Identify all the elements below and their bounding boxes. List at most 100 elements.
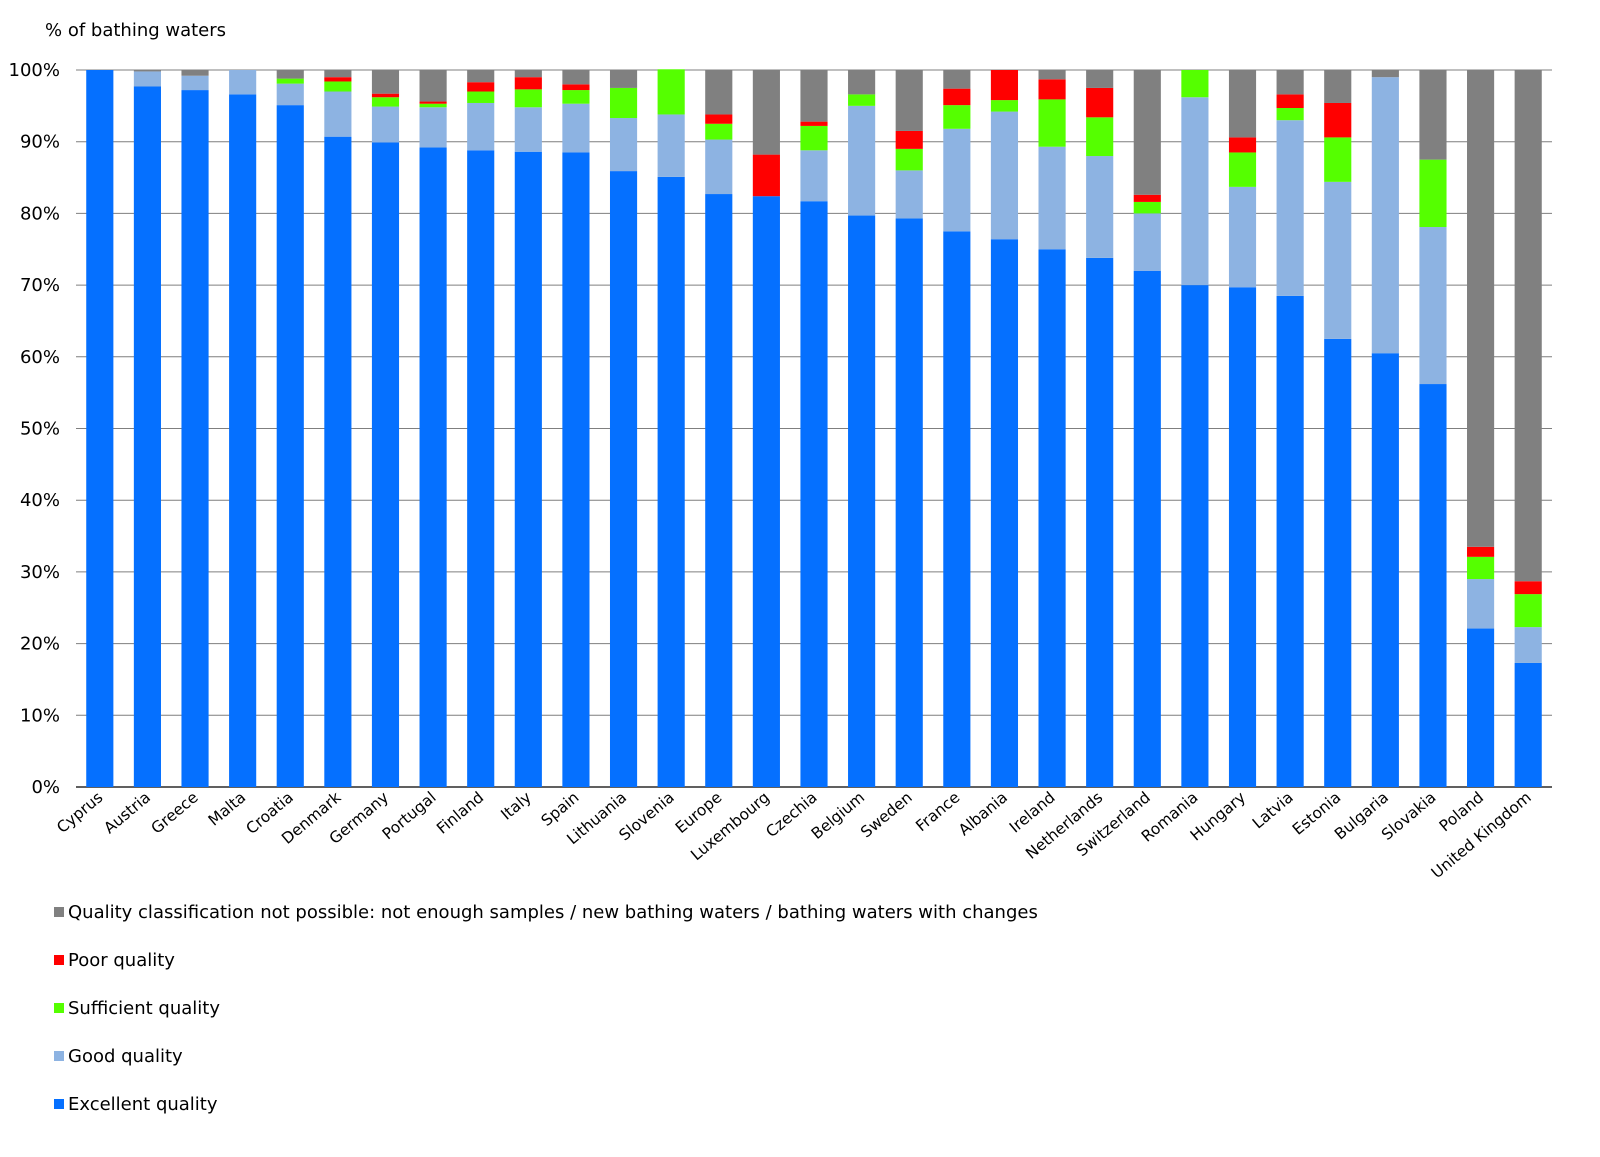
bar-segment [1419, 227, 1447, 385]
bar-segment [895, 170, 923, 219]
bar-segment [1467, 556, 1495, 580]
y-axis-ticks: 0% 10% 20% 30% 40% 50% 60% 70% 80% 90% 100% [9, 60, 60, 798]
bar-segment [752, 154, 780, 197]
bar-segment [371, 142, 400, 788]
bar-segment [1324, 102, 1352, 138]
bar-segment [752, 70, 780, 155]
bar-segment [1324, 70, 1352, 103]
bar-segment [1467, 628, 1495, 787]
bar-segment [609, 87, 638, 119]
bar-segment [1467, 546, 1495, 557]
bar-segment [181, 90, 209, 788]
bars [86, 69, 1542, 788]
bar-segment [895, 218, 923, 787]
y-tick-label: 80% [20, 203, 60, 224]
bar-segment [1276, 70, 1304, 95]
bar-segment [1133, 70, 1161, 195]
y-tick-label: 0% [31, 777, 60, 798]
bar-segment [514, 77, 542, 90]
bar-segment [276, 78, 304, 84]
bar-segment [1514, 594, 1542, 628]
bar-segment [276, 83, 304, 106]
bar-segment [1228, 137, 1257, 153]
bar-segment [1038, 249, 1066, 787]
bar-segment [1086, 156, 1114, 258]
bar-segment [1419, 384, 1447, 787]
y-tick-label: 70% [20, 275, 60, 296]
bar-segment [514, 151, 542, 787]
bar-segment [1371, 77, 1399, 354]
legend-entry: Quality classification not possible: not… [68, 902, 1038, 923]
bar-segment [800, 150, 828, 202]
bar-segment [705, 194, 733, 787]
bar-segment [1419, 159, 1447, 228]
bar-segment [419, 147, 447, 787]
bar-segment [371, 106, 400, 143]
bar-segment [705, 139, 733, 195]
bar-segment [133, 71, 161, 87]
category-label: Albania [955, 788, 1011, 839]
bar-segment [657, 114, 685, 177]
bar-segment [1038, 70, 1066, 80]
y-tick-label: 40% [20, 490, 60, 511]
legend: Quality classification not possible: not… [54, 902, 1038, 1115]
bar-segment [562, 84, 590, 91]
bar-segment [324, 81, 352, 92]
bar-segment [705, 123, 733, 140]
legend-entry: Sufficient quality [68, 998, 220, 1019]
bar-segment [1276, 120, 1304, 296]
bar-segment [800, 125, 828, 151]
bar-segment [324, 77, 352, 82]
category-label: Finland [433, 788, 487, 837]
category-label: Austria [100, 788, 154, 837]
bar-segment [419, 103, 447, 108]
bar-segment [467, 70, 495, 83]
bar-segment [943, 70, 971, 89]
bar-segment [1133, 201, 1161, 214]
y-tick-label: 100% [9, 60, 60, 81]
bar-segment [514, 107, 542, 152]
bar-segment [1228, 186, 1257, 288]
bar-segment [467, 82, 495, 92]
bar-segment [1038, 79, 1066, 100]
bar-segment [1419, 70, 1447, 160]
bar-segment [657, 69, 685, 115]
bar-segment [419, 101, 447, 104]
bar-segment [895, 70, 923, 131]
bar-segment [419, 107, 447, 148]
bar-segment [229, 94, 257, 788]
bar-segment [1276, 295, 1304, 787]
bar-segment [943, 231, 971, 787]
y-tick-label: 60% [20, 347, 60, 368]
category-label: Greece [148, 788, 202, 837]
category-label: Cyprus [53, 788, 106, 837]
y-tick-label: 30% [20, 562, 60, 583]
bar-segment [181, 75, 209, 91]
bar-segment [1181, 285, 1209, 787]
bar-segment [276, 70, 304, 79]
bar-segment [562, 90, 590, 104]
bar-segment [705, 70, 733, 115]
legend-swatch [54, 1003, 64, 1013]
bar-segment [943, 88, 971, 106]
bar-segment [1086, 87, 1114, 118]
y-tick-label: 50% [20, 419, 60, 440]
y-axis-label: % of bathing waters [45, 20, 226, 41]
bar-segment [1514, 581, 1542, 595]
bar-segment [800, 121, 828, 126]
bar-segment [371, 93, 400, 98]
y-tick-label: 20% [20, 634, 60, 655]
bar-segment [133, 70, 161, 72]
bar-segment [371, 97, 400, 107]
category-label: Sweden [857, 788, 916, 841]
bar-segment [1038, 99, 1066, 147]
bar-segment [1133, 194, 1161, 202]
bar-segment [1324, 181, 1352, 339]
legend-swatch [54, 1099, 64, 1109]
bar-segment [229, 70, 257, 95]
bar-segment [1133, 213, 1161, 271]
bar-segment [1467, 579, 1495, 629]
bar-segment [609, 171, 638, 788]
bar-segment [1181, 70, 1209, 98]
